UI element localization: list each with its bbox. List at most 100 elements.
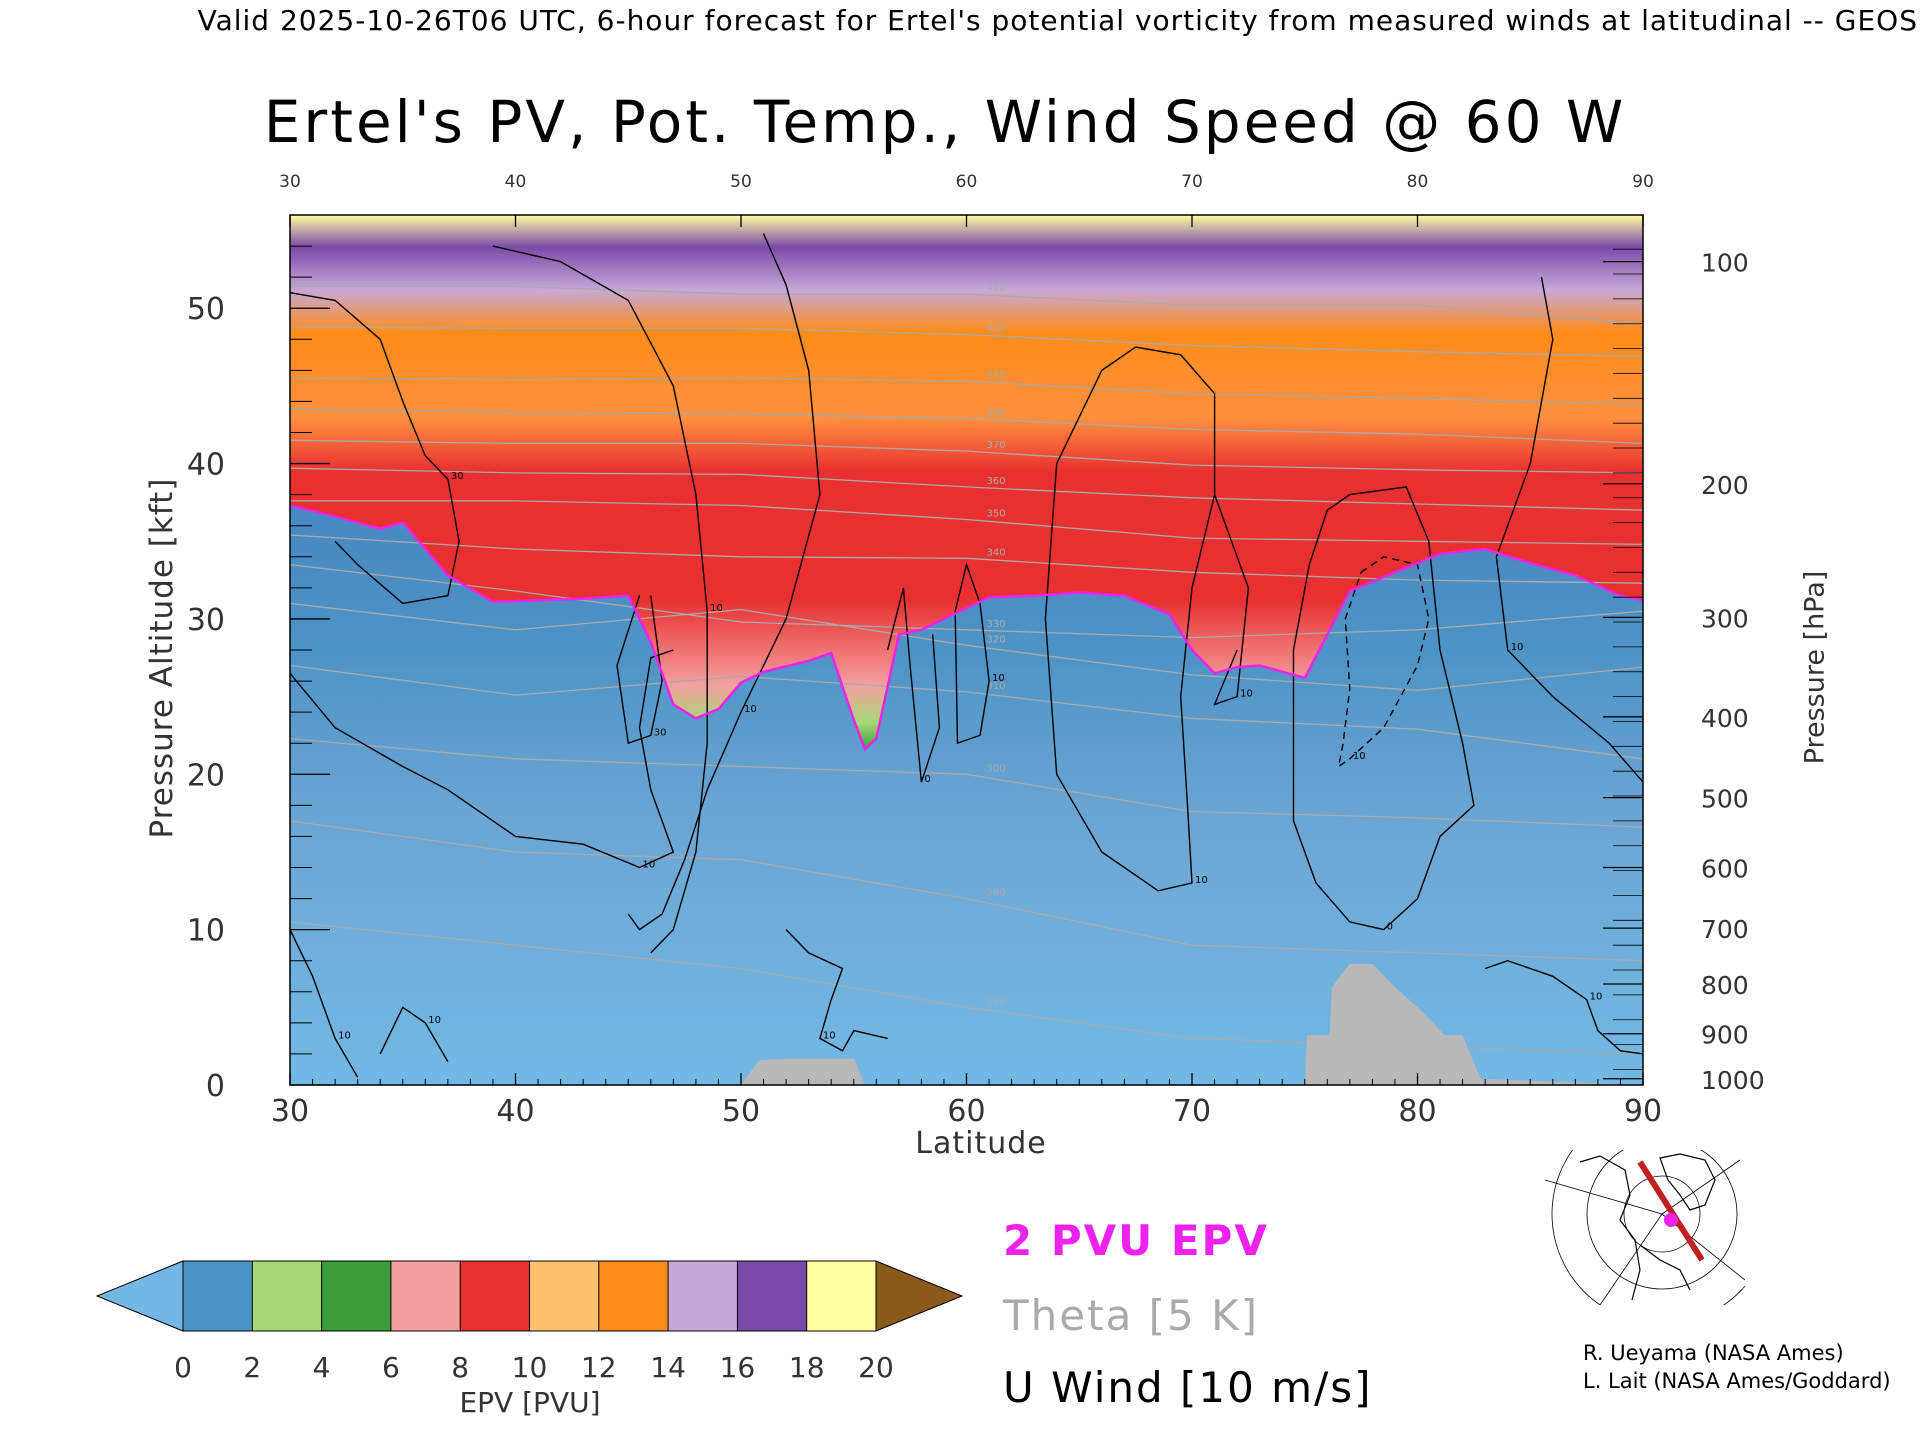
legend-wind: U Wind [10 m/s] — [1003, 1363, 1373, 1412]
theta-contour-330 — [290, 563, 1643, 639]
locator-map-icon — [1540, 1150, 1745, 1305]
x-tick-label-40: 40 — [496, 1094, 534, 1129]
y-tick-label-10: 10 — [187, 914, 225, 949]
p-tick-label-300: 300 — [1701, 604, 1749, 633]
x-tick-top-label-40: 40 — [505, 172, 527, 192]
theta-label-290: 290 — [987, 888, 1006, 899]
p-tick-label-400: 400 — [1701, 704, 1749, 733]
u-wind-label-5: 10 — [992, 673, 1005, 684]
theta-label-380: 380 — [987, 408, 1006, 419]
theta-contour-340 — [290, 534, 1643, 584]
u-wind-label-14: 10 — [823, 1030, 836, 1041]
p-tick-label-500: 500 — [1701, 785, 1749, 814]
u-wind-label-6: 0 — [924, 774, 930, 785]
x-tick-label-60: 60 — [947, 1094, 985, 1129]
colorbar-tick-label-4: 4 — [313, 1351, 331, 1384]
x-tick-top-label-50: 50 — [730, 172, 752, 192]
u-wind-contour-1 — [290, 649, 675, 869]
epv-2pvu-contour — [290, 504, 1643, 752]
u-wind-contour-5 — [954, 562, 990, 745]
theta-contour-380 — [290, 408, 1643, 445]
p-tick-label-800: 800 — [1701, 971, 1749, 1000]
theta-label-350: 350 — [987, 509, 1006, 520]
p-tick-label-100: 100 — [1701, 249, 1749, 278]
chart-title: Ertel's PV, Pot. Temp., Wind Speed @ 60 … — [0, 88, 1920, 156]
colorbar-tick-label-12: 12 — [581, 1351, 617, 1384]
theta-label-340: 340 — [987, 547, 1006, 558]
colorbar-tick-label-8: 8 — [451, 1351, 469, 1384]
theta-contour-320 — [290, 602, 1643, 692]
colorbar-label: EPV [PVU] — [459, 1386, 601, 1419]
colorbar-tick-label-0: 0 — [174, 1351, 192, 1384]
x-tick-label-30: 30 — [271, 1094, 309, 1129]
x-tick-top-label-90: 90 — [1632, 172, 1654, 192]
theta-contours: 4104003903803703603503403303203103002902… — [290, 283, 1643, 1055]
colorbar-segment-9 — [806, 1261, 877, 1331]
colorbar-segment-0 — [183, 1261, 253, 1331]
colorbar-tick-label-16: 16 — [720, 1351, 756, 1384]
theta-label-360: 360 — [987, 476, 1006, 487]
x-tick-top-label-60: 60 — [956, 172, 978, 192]
p-tick-label-900: 900 — [1701, 1021, 1749, 1050]
theta-contour-290 — [290, 820, 1643, 962]
colorbar-tick-label-6: 6 — [382, 1351, 400, 1384]
u-wind-contours: 30 10 30 10 10 10 0 10 10 0 10 10 10 10 10 10 — [290, 233, 1643, 1078]
theta-label-410: 410 — [987, 283, 1006, 294]
x-tick-top-label-30: 30 — [279, 172, 301, 192]
u-wind-label-4: 10 — [744, 704, 757, 715]
colorbar-over-arrow — [875, 1260, 964, 1332]
colorbar-segment-6 — [598, 1261, 669, 1331]
u-wind-label-10: 10 — [1353, 751, 1366, 762]
theta-label-390: 390 — [987, 370, 1006, 381]
u-wind-label-7: 10 — [1195, 875, 1208, 886]
u-wind-contour-14 — [785, 929, 888, 1052]
legend-epv: 2 PVU EPV — [1003, 1216, 1269, 1265]
u-wind-label-3: 10 — [710, 603, 723, 614]
u-wind-label-15: 10 — [1590, 992, 1603, 1003]
p-tick-label-200: 200 — [1701, 471, 1749, 500]
theta-contour-390 — [290, 377, 1643, 406]
colorbar-tick-label-10: 10 — [512, 1351, 548, 1384]
credit-line-2: L. Lait (NASA Ames/Goddard) — [1583, 1369, 1891, 1393]
credit-line-1: R. Ueyama (NASA Ames) — [1583, 1341, 1844, 1365]
colorbar-segment-1 — [252, 1261, 323, 1331]
y-tick-label-20: 20 — [187, 758, 225, 793]
y-tick-label-30: 30 — [187, 603, 225, 638]
theta-contour-300 — [290, 737, 1643, 828]
theta-label-280: 280 — [987, 996, 1006, 1007]
colorbar-under-arrow — [95, 1260, 184, 1332]
u-wind-contour-11 — [1495, 276, 1643, 783]
p-tick-label-600: 600 — [1701, 855, 1749, 884]
u-wind-label-13: 10 — [428, 1015, 441, 1026]
x-tick-top-label-70: 70 — [1181, 172, 1203, 192]
header-caption: Valid 2025-10-26T06 UTC, 6-hour forecast… — [197, 4, 1918, 37]
x-tick-top-label-80: 80 — [1407, 172, 1429, 192]
p-tick-label-700: 700 — [1701, 915, 1749, 944]
theta-label-310: 310 — [987, 681, 1006, 692]
y-tick-label-0: 0 — [206, 1069, 225, 1104]
colorbar-segment-2 — [321, 1261, 392, 1331]
u-wind-label-1: 10 — [643, 860, 656, 871]
theta-label-300: 300 — [987, 763, 1006, 774]
u-wind-contour-3 — [492, 245, 708, 954]
x-tick-label-80: 80 — [1398, 1094, 1436, 1129]
u-wind-label-2: 30 — [654, 727, 667, 738]
y-tick-label-50: 50 — [187, 292, 225, 327]
u-wind-label-12: 10 — [338, 1030, 351, 1041]
theta-label-400: 400 — [987, 324, 1006, 335]
u-wind-contour-15 — [1484, 959, 1643, 1055]
axes: 3030404050506060707080809090010203040501… — [187, 172, 1765, 1129]
u-wind-contour-9 — [1292, 486, 1475, 931]
u-wind-contour-12 — [290, 929, 359, 1078]
theta-label-330: 330 — [987, 619, 1006, 630]
x-axis-label: Latitude — [915, 1126, 1047, 1161]
colorbar-segment-7 — [668, 1261, 738, 1331]
colorbar-segment-3 — [390, 1261, 461, 1331]
theta-contour-350 — [290, 500, 1643, 546]
x-tick-label-70: 70 — [1173, 1094, 1211, 1129]
u-wind-label-0: 30 — [451, 471, 464, 482]
colorbar-tick-label-2: 2 — [243, 1351, 261, 1384]
colorbar-tick-label-14: 14 — [650, 1351, 686, 1384]
